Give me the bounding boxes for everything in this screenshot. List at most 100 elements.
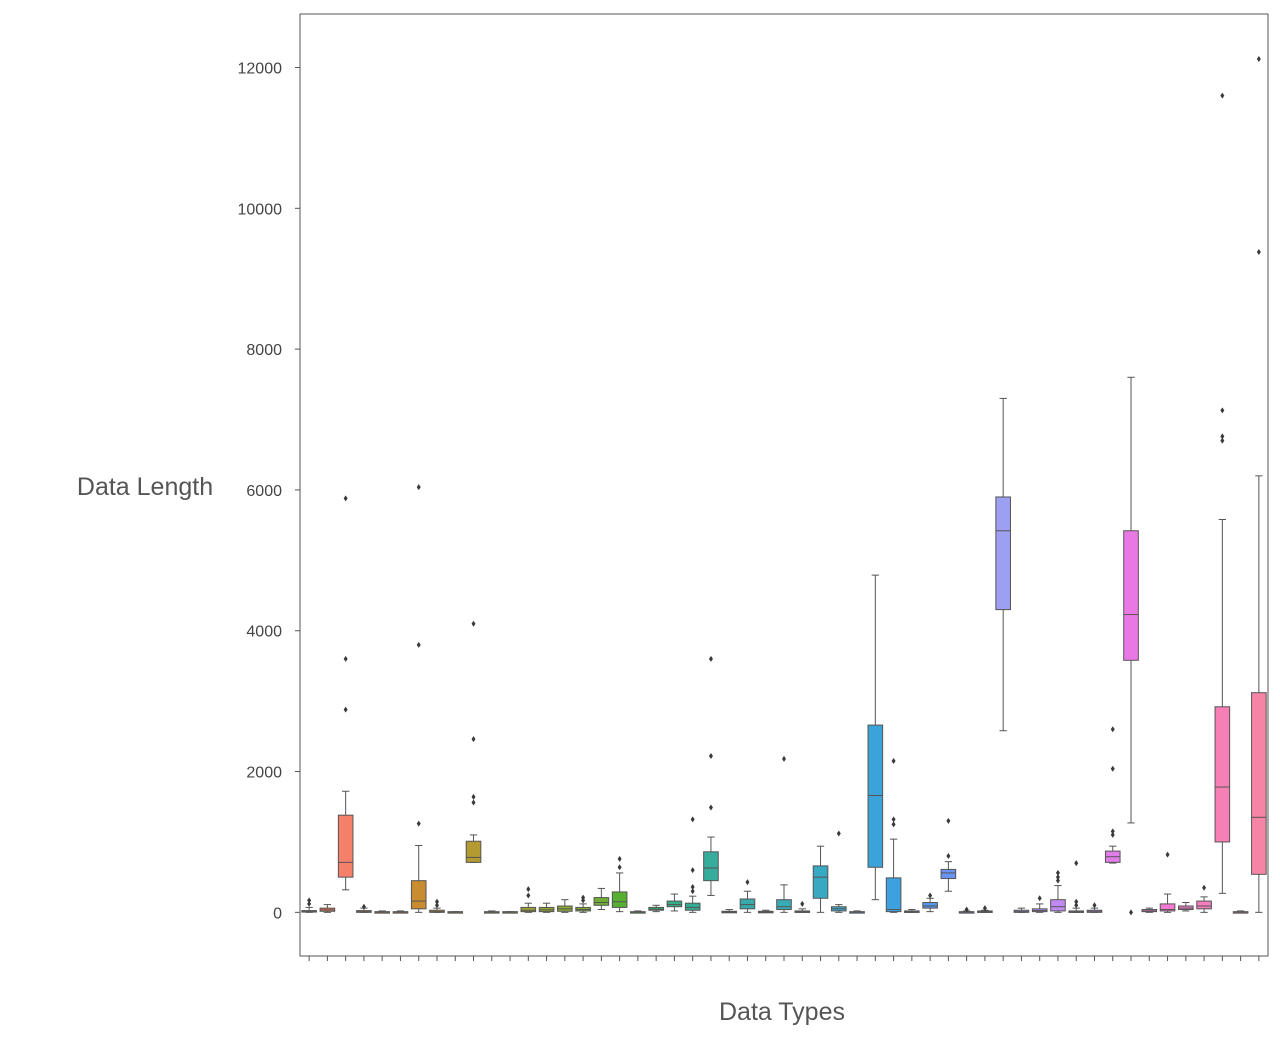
outlier-point [526,886,531,893]
box-group [1196,884,1212,913]
outlier-point [891,816,896,823]
box-group [520,886,537,913]
box-group [830,830,847,913]
box-group [684,816,701,913]
outlier-point [1055,877,1060,884]
box-iqr [1251,692,1267,875]
outlier-point [690,816,695,823]
box-group [904,909,920,913]
outlier-point [982,905,987,912]
outlier-point [1202,884,1207,891]
outlier-point [946,853,951,860]
outlier-point [526,892,531,899]
y-tick-label: 8000 [246,342,282,359]
outlier-point [361,903,366,910]
box-iqr [703,851,719,882]
box-iqr [867,724,884,868]
outlier-point [891,757,896,764]
outlier-point [581,894,586,901]
outlier-point [1256,56,1261,63]
outlier-point [343,655,348,662]
box-iqr [940,868,957,880]
outlier-point [343,706,348,713]
box-iqr [776,899,792,911]
box-iqr [1050,899,1066,912]
outlier-point [1110,765,1115,772]
y-tick-label: 10000 [238,201,283,218]
outlier-point [1256,248,1261,255]
box-group [483,910,500,914]
box-group [885,757,902,913]
outlier-point [471,736,476,743]
box-group [666,893,683,912]
box-group [392,910,409,914]
outlier-point [928,892,933,899]
box-group [410,484,427,913]
box-group [538,902,555,913]
outlier-point [836,830,841,837]
box-group [648,904,664,913]
box-group [630,910,646,914]
box-group [575,894,591,913]
outlier-point [617,855,622,862]
outlier-point [471,620,476,627]
y-tick-label: 4000 [246,624,282,641]
box-group [812,845,829,913]
box-group [1214,92,1231,894]
box-iqr [1123,530,1139,661]
outlier-point [1055,869,1060,876]
outlier-point [416,641,421,648]
outlier-point [434,902,439,909]
box-group [337,495,354,891]
box-group [849,910,865,914]
box-group [703,655,719,896]
box-group [1159,851,1176,913]
outlier-point [708,655,713,662]
box-group [593,887,610,911]
outlier-point [946,817,951,824]
x-axis-ticks [308,956,1260,961]
box-iqr [739,898,756,910]
y-tick-label: 0 [273,905,282,922]
box-group [1050,869,1066,913]
y-tick-label: 6000 [246,483,282,500]
outlier-point [1074,902,1079,909]
box-group [794,900,811,913]
box-iqr [885,877,902,913]
box-group [1251,56,1267,913]
outlier-point [1074,860,1079,867]
box-iqr [995,496,1011,611]
outlier-point [471,799,476,806]
box-group [958,906,975,914]
outlier-point [416,820,421,827]
box-group [995,397,1011,732]
box-group [356,903,372,913]
outlier-point [1220,407,1225,414]
box-group [721,909,738,914]
box-group [1104,726,1121,864]
outlier-point [1165,851,1170,858]
x-axis-title: Data Types [719,998,845,1026]
outlier-point [1055,874,1060,881]
box-iqr [922,901,938,909]
box-iqr [410,880,427,910]
box-group [374,910,390,914]
box-group [977,905,993,913]
y-axis-title: Data Length [77,473,213,501]
box-group [1068,860,1085,913]
y-tick-label: 12000 [238,61,283,78]
box-iqr [812,865,829,899]
outlier-point [416,484,421,491]
outlier-point [690,867,695,874]
box-iqr [593,897,610,906]
box-group [557,899,573,913]
outlier-point [1220,433,1225,440]
box-group [429,898,445,913]
box-group [757,909,774,914]
outlier-point [307,900,312,907]
box-group [1013,907,1030,913]
box-group [922,892,938,913]
box-group [1141,907,1158,913]
outlier-point [1037,895,1042,902]
